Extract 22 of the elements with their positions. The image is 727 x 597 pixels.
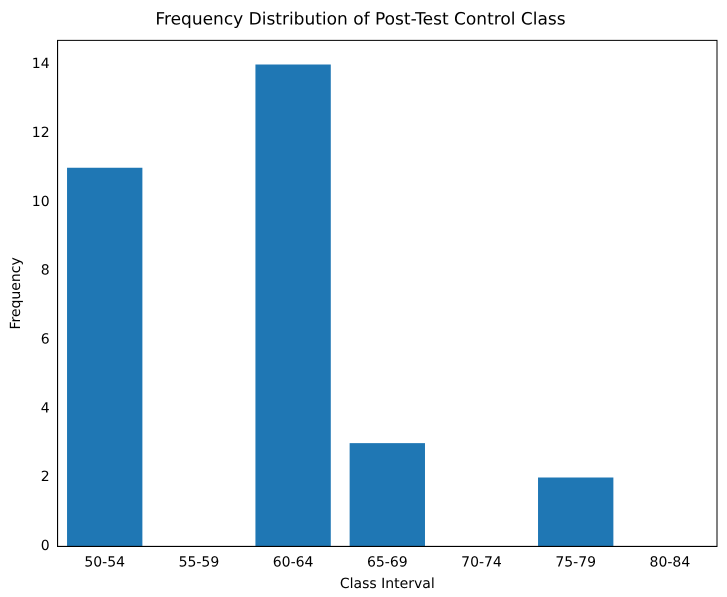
bar — [350, 443, 425, 546]
bar — [67, 168, 142, 546]
x-tick-label: 70-74 — [461, 554, 502, 570]
y-tick-label: 2 — [40, 469, 50, 486]
y-tick-label: 14 — [32, 56, 50, 72]
x-tick-label: 60-64 — [272, 554, 314, 570]
y-tick-label: 8 — [40, 262, 50, 279]
y-axis-title: Frequency — [8, 257, 24, 330]
x-tick-label: 65-69 — [366, 554, 408, 570]
y-tick-label: 0 — [40, 538, 50, 554]
bar — [538, 478, 614, 546]
x-axis-title: Class Interval — [340, 576, 435, 592]
x-tick-label: 55-59 — [178, 554, 220, 570]
bar — [255, 64, 331, 546]
x-tick-label: 50-54 — [84, 554, 126, 570]
y-tick-label: 12 — [32, 124, 50, 141]
y-tick-label: 10 — [32, 194, 50, 210]
y-tick-label: 6 — [40, 332, 50, 348]
x-tick-label: 80-84 — [650, 554, 690, 570]
y-tick-label: 4 — [40, 400, 50, 416]
x-tick-label: 75-79 — [555, 554, 596, 570]
chart-title: Frequency Distribution of Post-Test Control Class — [155, 10, 566, 30]
